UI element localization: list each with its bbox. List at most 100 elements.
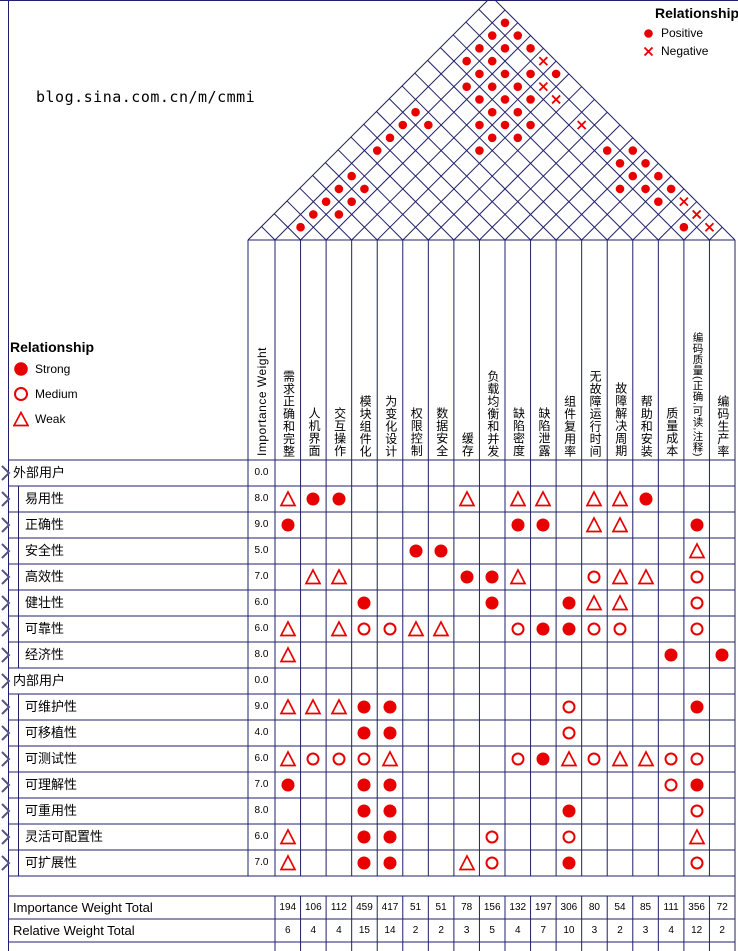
relative-weight-total-value: 14 [384,925,396,936]
roof-negative-mark [577,120,587,130]
relationship-weak-symbol [586,490,603,507]
row-group-label: 外部用户 [13,465,66,480]
row-weight: 9.0 [254,519,269,530]
roof-legend-title: Relationship [655,5,738,21]
roof-positive-mark [296,222,305,232]
relative-weight-total-value: 3 [591,925,598,936]
roof-positive-mark [424,120,433,130]
importance-weight-total-value: 306 [560,902,578,913]
matrix-legend-item-weak: Weak [13,411,65,427]
matrix-legend-medium-label: Medium [35,387,78,401]
roof-positive-mark [309,210,318,219]
relationship-strong-symbol [562,596,576,610]
relationship-weak-symbol [637,750,654,767]
row-chevron-icon [1,465,11,481]
relationship-medium-symbol [587,570,601,584]
column-header: 质量成本 [664,407,679,457]
relationship-strong-symbol [383,804,397,818]
roof-positive-mark [462,56,471,66]
row-chevron-icon [1,751,11,767]
relative-weight-total-value: 6 [284,925,291,936]
matrix-legend-strong-label: Strong [35,362,71,376]
roof-positive-mark [321,197,331,206]
relationship-weak-symbol [279,854,297,871]
relationship-weak-symbol [586,594,603,611]
relationship-strong-symbol [409,544,423,558]
relationship-strong-symbol [306,492,320,506]
roof-legend-item-positive: Positive [642,26,703,40]
importance-weight-total-value: 54 [614,902,626,913]
matrix-legend-title: Relationship [10,339,95,355]
relationship-medium-symbol [664,752,678,766]
relationship-strong-symbol [639,492,653,506]
matrix-legend-weak-label: Weak [35,412,66,426]
row-label: 正确性 [25,517,65,532]
roof-positive-mark [500,69,510,79]
roof-positive-mark [526,95,535,104]
row-chevron-icon [1,543,11,559]
relationship-medium-symbol [690,570,704,584]
importance-weight-total-value: 459 [356,902,373,913]
relationship-strong-symbol [485,570,499,584]
importance-weight-total-value: 106 [304,902,322,913]
importance-weight-total-value: 112 [330,902,347,913]
roof-negative-mark [538,82,548,92]
relationship-medium-symbol [562,700,576,714]
roof-positive-mark [679,222,689,232]
row-label: 灵活可配置性 [25,829,104,844]
roof-positive-mark [641,184,650,194]
relationship-weak-symbol [611,750,629,767]
row-weight: 0.0 [254,675,269,686]
relationship-weak-symbol [330,620,348,637]
row-chevron-icon [1,647,11,663]
importance-weight-total-value: 72 [716,902,728,913]
relationship-weak-symbol [688,542,706,559]
roof-positive-mark [513,82,523,91]
roof-positive-mark [526,120,535,130]
relationship-medium-symbol [690,856,704,870]
row-chevron-icon [1,621,11,637]
column-header: 人机界面 [307,407,322,457]
relative-weight-total-label: Relative Weight Total [13,923,135,938]
row-weight: 8.0 [254,649,269,660]
importance-weight-total-value: 156 [483,902,501,913]
relative-weight-total-value: 2 [412,925,419,936]
relationship-strong-symbol [664,648,678,662]
row-weight: 0.0 [254,467,269,478]
row-chevron-icon [1,829,11,845]
relationship-strong-symbol [383,726,397,740]
relationship-strong-symbol [690,518,704,532]
roof-positive-mark [385,133,395,143]
importance-weight-total-value: 85 [639,902,652,913]
relationship-weak-symbol [381,750,399,767]
relationship-weak-symbol [586,516,603,533]
relationship-medium-symbol [383,622,397,636]
row-label: 可靠性 [25,621,65,636]
importance-weight-total-value: 132 [509,902,527,913]
column-header: 故障解决周期 [613,382,628,457]
roof-positive-mark [475,120,484,130]
relationship-strong-symbol [690,778,704,792]
row-weight: 5.0 [254,545,269,556]
roof-positive-mark [526,69,535,79]
relationship-strong-symbol [357,596,371,610]
relationship-medium-symbol [690,596,704,610]
relationship-strong-symbol [383,856,397,870]
relationship-medium-symbol [690,804,704,818]
relative-weight-total-value: 3 [642,925,649,936]
roof-positive-mark [654,171,663,181]
relationship-strong-symbol [690,700,704,714]
relative-weight-total-value: 4 [668,925,674,936]
relationship-weak-symbol [458,854,476,871]
column-header: 交互操作 [332,407,347,457]
roof-positive-mark [347,171,356,181]
relationship-strong-symbol [434,544,448,558]
relative-weight-total-value: 5 [489,925,495,936]
roof-positive-mark [487,82,497,91]
relationship-weak-symbol [611,490,629,507]
row-weight: 7.0 [254,779,269,790]
column-header: 组件复用率 [562,394,577,458]
roof-positive-mark [360,184,369,194]
relationship-weak-symbol [611,594,629,611]
row-label: 高效性 [25,569,65,584]
